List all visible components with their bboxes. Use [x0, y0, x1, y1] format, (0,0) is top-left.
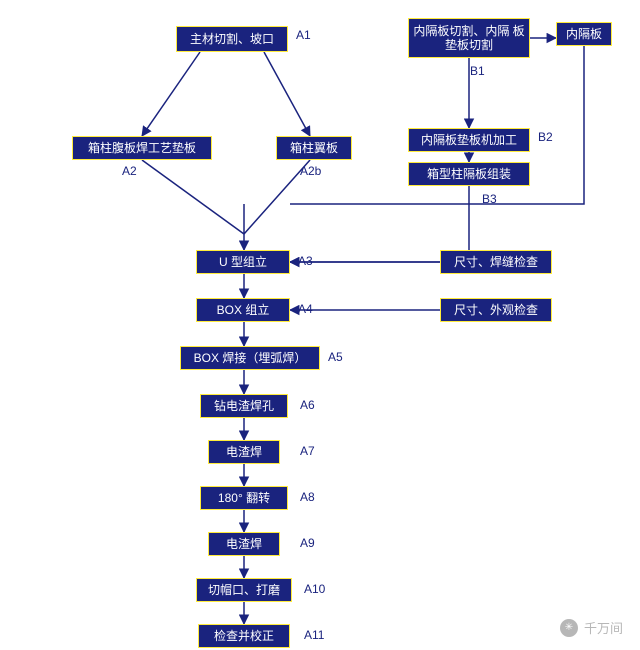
edges-layer [0, 0, 640, 650]
label-A7: A7 [300, 444, 315, 458]
label-A3: A3 [298, 254, 313, 268]
node-A8: 180° 翻转 [200, 486, 288, 510]
label-A5: A5 [328, 350, 343, 364]
node-A6: 钻电渣焊孔 [200, 394, 288, 418]
edge-7 [142, 160, 244, 234]
node-A7: 电渣焊 [208, 440, 280, 464]
node-A10: 切帽口、打磨 [196, 578, 292, 602]
node-A2: 箱柱腹板焊工艺垫板 [72, 136, 212, 160]
watermark-text: 千万间 [584, 618, 623, 637]
label-A9: A9 [300, 536, 315, 550]
label-B3: B3 [482, 192, 497, 206]
node-A9: 电渣焊 [208, 532, 280, 556]
label-A1: A1 [296, 28, 311, 42]
node-B1b: 内隔板 [556, 22, 612, 46]
node-A3c: 尺寸、焊缝检查 [440, 250, 552, 274]
node-B1a: 内隔板切割、内隔 板垫板切割 [408, 18, 530, 58]
watermark: ✳ 千万间 [560, 618, 623, 637]
label-B1a: B1 [470, 64, 485, 78]
label-B2: B2 [538, 130, 553, 144]
node-A5: BOX 焊接（埋弧焊） [180, 346, 320, 370]
node-A1: 主材切割、坡口 [176, 26, 288, 52]
node-A11: 检查并校正 [198, 624, 290, 648]
node-A4c: 尺寸、外观检查 [440, 298, 552, 322]
label-A2b: A2b [300, 164, 321, 178]
edge-0 [142, 52, 200, 136]
label-A11: A11 [304, 628, 324, 642]
label-A4: A4 [298, 302, 313, 316]
node-A4: BOX 组立 [196, 298, 290, 322]
label-A10: A10 [304, 582, 325, 596]
wechat-icon: ✳ [560, 619, 578, 637]
node-A2b: 箱柱翼板 [276, 136, 352, 160]
node-B2: 内隔板垫板机加工 [408, 128, 530, 152]
edge-1 [264, 52, 310, 136]
label-A6: A6 [300, 398, 315, 412]
label-A8: A8 [300, 490, 315, 504]
label-A2: A2 [122, 164, 137, 178]
node-B3: 箱型柱隔板组装 [408, 162, 530, 186]
node-A3: U 型组立 [196, 250, 290, 274]
